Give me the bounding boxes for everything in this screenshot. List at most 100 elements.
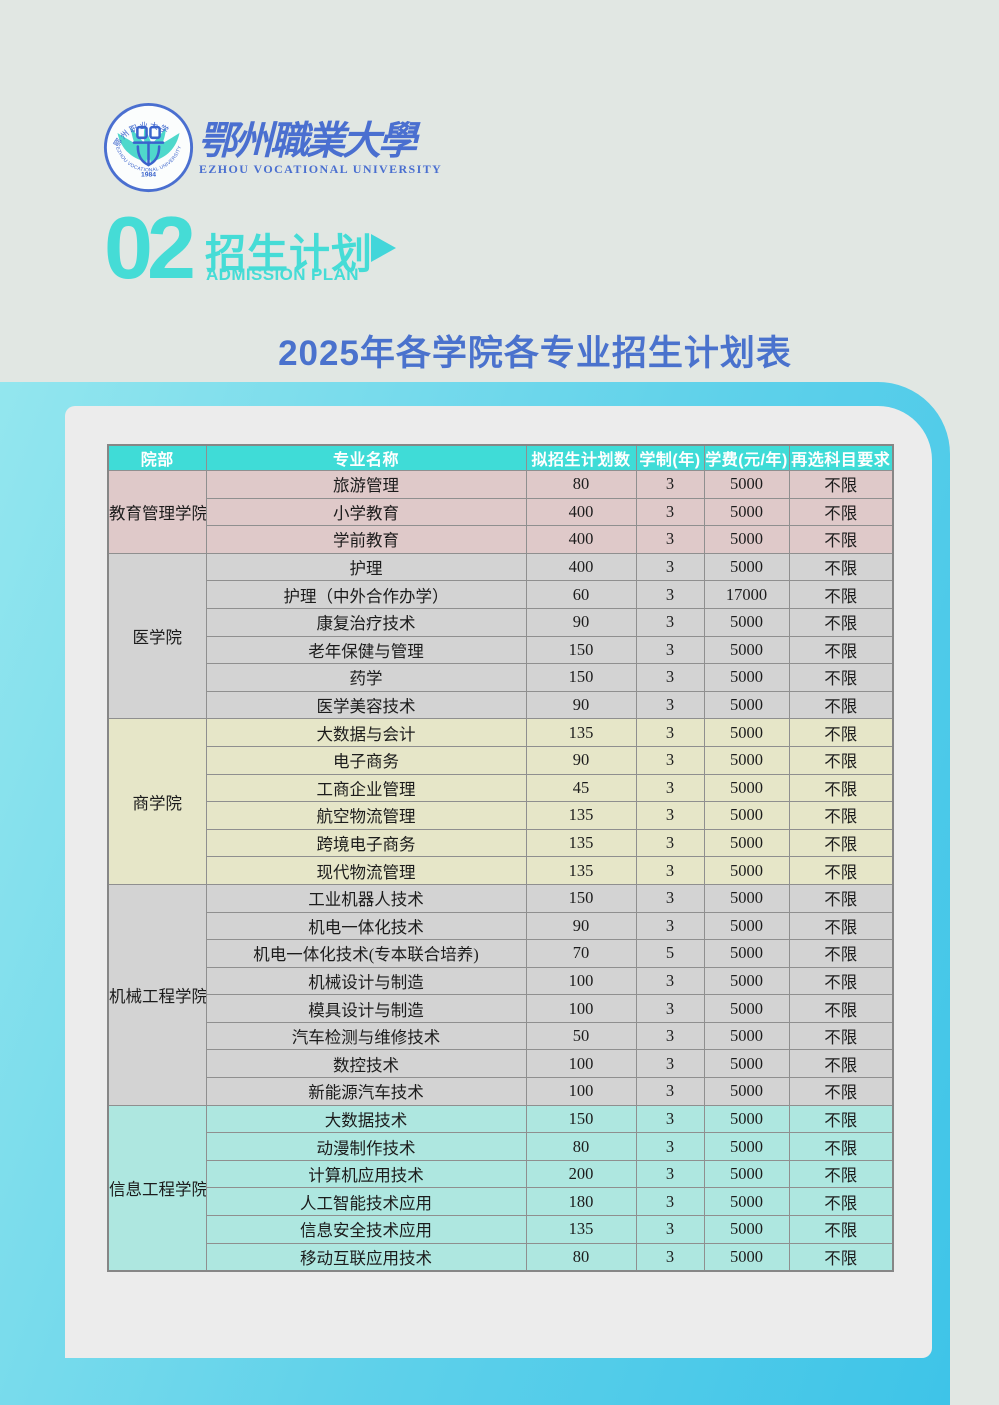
table-row: 医学美容技术 90 3 5000 不限 xyxy=(108,690,894,720)
major-name-cell: 人工智能技术应用 xyxy=(205,1187,527,1217)
value-cell: 150 xyxy=(525,883,637,913)
college-cell: 信息工程学院 xyxy=(107,1104,207,1272)
value-cell: 90 xyxy=(525,690,637,720)
college-cell: 机械工程学院 xyxy=(107,883,207,1106)
table-row: 小学教育 400 3 5000 不限 xyxy=(108,497,894,527)
value-cell: 3 xyxy=(635,828,705,858)
major-name-cell: 工商企业管理 xyxy=(205,773,527,803)
value-cell: 不限 xyxy=(788,663,894,692)
value-cell: 不限 xyxy=(788,828,894,858)
table-row: 移动互联应用技术 80 3 5000 不限 xyxy=(108,1242,894,1272)
value-cell: 150 xyxy=(525,635,637,665)
major-name-cell: 跨境电子商务 xyxy=(205,828,527,858)
table-row: 机械工程学院 工业机器人技术 150 3 5000 不限 xyxy=(107,883,894,1106)
major-name-cell: 工业机器人技术 xyxy=(205,883,527,913)
value-cell: 不限 xyxy=(788,690,894,720)
major-name-cell: 医学美容技术 xyxy=(205,690,527,720)
value-cell: 5000 xyxy=(703,690,790,720)
table-row: 跨境电子商务 135 3 5000 不限 xyxy=(108,828,894,858)
value-cell: 80 xyxy=(525,1132,637,1161)
section-number: 02 xyxy=(104,198,196,297)
value-cell: 80 xyxy=(525,470,637,499)
value-cell: 不限 xyxy=(788,773,894,803)
university-name-en: EZHOU VOCATIONAL UNIVERSITY xyxy=(199,162,443,176)
value-cell: 不限 xyxy=(788,856,894,885)
value-cell: 60 xyxy=(525,580,637,609)
value-cell: 3 xyxy=(635,525,705,554)
value-cell: 3 xyxy=(635,1159,705,1189)
value-cell: 5000 xyxy=(703,1104,790,1134)
value-cell: 不限 xyxy=(788,718,894,747)
value-cell: 不限 xyxy=(788,939,894,968)
col-header-subject-req: 再选科目要求 xyxy=(788,444,894,471)
college-cell: 商学院 xyxy=(107,718,207,885)
value-cell: 5000 xyxy=(703,1021,790,1051)
value-cell: 5000 xyxy=(703,552,790,582)
value-cell: 不限 xyxy=(788,635,894,665)
major-name-cell: 数控技术 xyxy=(205,1049,527,1079)
major-name-cell: 小学教育 xyxy=(205,497,527,527)
col-header-plan-count: 拟招生计划数 xyxy=(525,444,637,471)
value-cell: 5000 xyxy=(703,745,790,775)
value-cell: 3 xyxy=(635,801,705,830)
col-header-major: 专业名称 xyxy=(205,444,527,471)
value-cell: 5000 xyxy=(703,883,790,913)
value-cell: 5000 xyxy=(703,1132,790,1161)
value-cell: 5000 xyxy=(703,718,790,747)
table-row: 动漫制作技术 80 3 5000 不限 xyxy=(108,1132,894,1161)
value-cell: 不限 xyxy=(788,607,894,637)
value-cell: 50 xyxy=(525,1021,637,1051)
value-cell: 5000 xyxy=(703,525,790,554)
value-cell: 不限 xyxy=(788,1104,894,1134)
value-cell: 3 xyxy=(635,966,705,996)
table-row: 计算机应用技术 200 3 5000 不限 xyxy=(108,1159,894,1189)
value-cell: 3 xyxy=(635,883,705,913)
table-row: 机电一体化技术(专本联合培养) 70 5 5000 不限 xyxy=(108,939,894,968)
value-cell: 不限 xyxy=(788,801,894,830)
value-cell: 100 xyxy=(525,1077,637,1106)
value-cell: 3 xyxy=(635,635,705,665)
table-row: 工商企业管理 45 3 5000 不限 xyxy=(108,773,894,803)
value-cell: 200 xyxy=(525,1159,637,1189)
value-cell: 400 xyxy=(525,552,637,582)
table-row: 医学院 护理 400 3 5000 不限 xyxy=(107,552,894,720)
table-row: 人工智能技术应用 180 3 5000 不限 xyxy=(108,1187,894,1217)
value-cell: 3 xyxy=(635,745,705,775)
major-name-cell: 康复治疗技术 xyxy=(205,607,527,637)
value-cell: 135 xyxy=(525,856,637,885)
value-cell: 3 xyxy=(635,607,705,637)
major-name-cell: 新能源汽车技术 xyxy=(205,1077,527,1106)
value-cell: 不限 xyxy=(788,1242,894,1272)
value-cell: 70 xyxy=(525,939,637,968)
value-cell: 45 xyxy=(525,773,637,803)
value-cell: 5000 xyxy=(703,994,790,1023)
plan-table-body: 教育管理学院 旅游管理 80 3 5000 不限 小学教育 400 3 5000 不限 学前教育 400… xyxy=(107,470,894,1272)
value-cell: 3 xyxy=(635,1132,705,1161)
value-cell: 135 xyxy=(525,1215,637,1244)
college-cell: 医学院 xyxy=(107,552,207,720)
value-cell: 不限 xyxy=(788,1215,894,1244)
table-row: 药学 150 3 5000 不限 xyxy=(108,663,894,692)
major-name-cell: 航空物流管理 xyxy=(205,801,527,830)
table-row: 教育管理学院 旅游管理 80 3 5000 不限 xyxy=(107,470,894,554)
value-cell: 3 xyxy=(635,663,705,692)
value-cell: 3 xyxy=(635,1021,705,1051)
table-row: 康复治疗技术 90 3 5000 不限 xyxy=(108,607,894,637)
value-cell: 不限 xyxy=(788,1187,894,1217)
value-cell: 100 xyxy=(525,1049,637,1079)
university-name-zh: 鄂州職業大學 xyxy=(198,118,417,164)
value-cell: 5000 xyxy=(703,1215,790,1244)
major-name-cell: 护理（中外合作办学） xyxy=(205,580,527,609)
major-name-cell: 旅游管理 xyxy=(205,470,527,499)
value-cell: 不限 xyxy=(788,911,894,941)
value-cell: 不限 xyxy=(788,745,894,775)
value-cell: 不限 xyxy=(788,1077,894,1106)
major-name-cell: 信息安全技术应用 xyxy=(205,1215,527,1244)
value-cell: 不限 xyxy=(788,470,894,499)
table-row: 航空物流管理 135 3 5000 不限 xyxy=(108,801,894,830)
table-title: 2025年各学院各专业招生计划表 xyxy=(278,334,792,373)
value-cell: 135 xyxy=(525,718,637,747)
value-cell: 100 xyxy=(525,966,637,996)
value-cell: 5000 xyxy=(703,773,790,803)
